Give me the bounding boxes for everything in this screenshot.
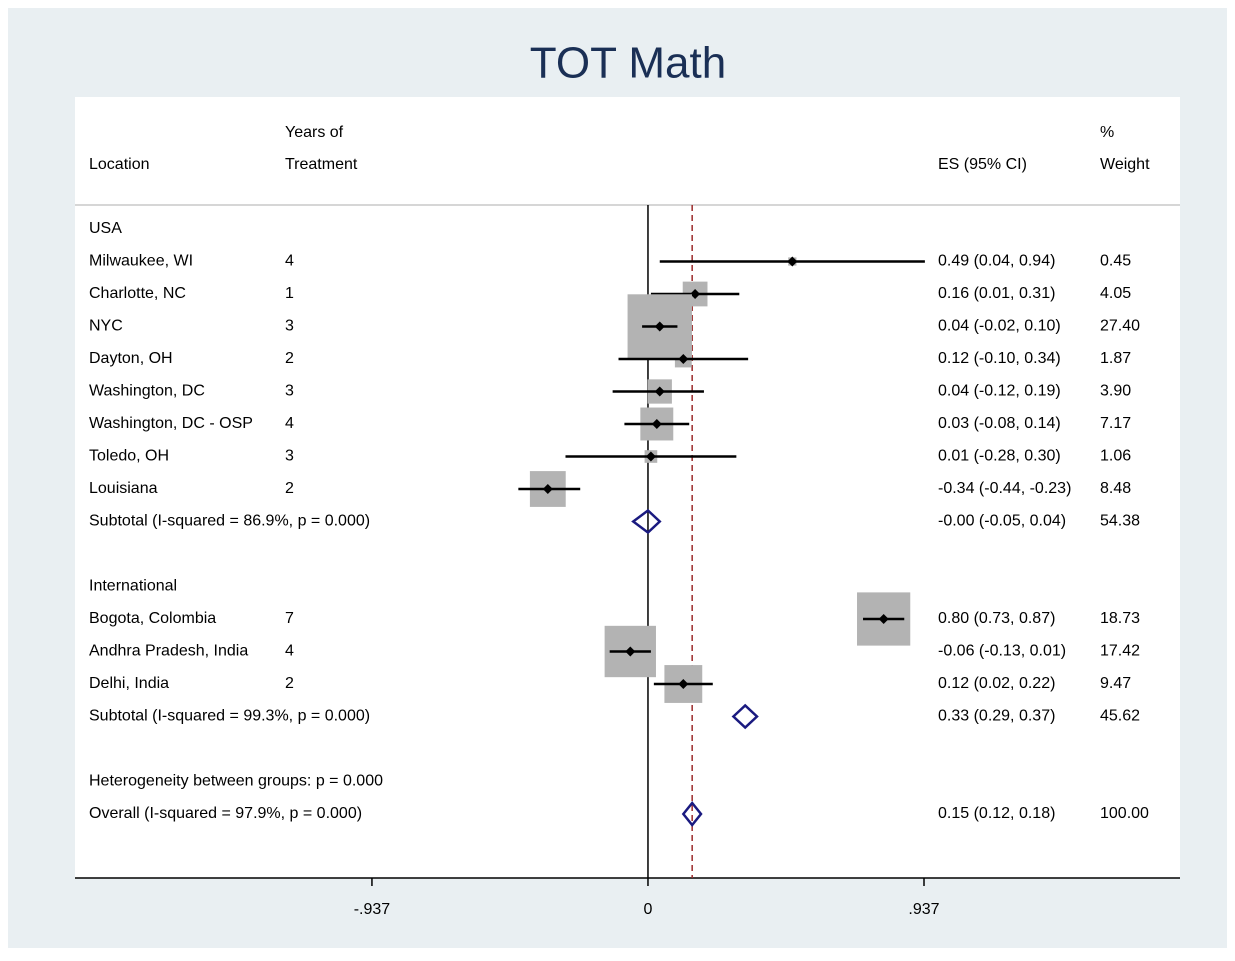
weight-label: 1.06 (1100, 448, 1131, 465)
chart-title: TOT Math (530, 39, 726, 88)
es-ci-label: 0.12 (0.02, 0.22) (938, 675, 1055, 692)
x-tick-label: -.937 (354, 901, 391, 918)
point-estimate (651, 419, 662, 429)
group-label: USA (89, 220, 122, 237)
study-years: 7 (285, 610, 294, 627)
study-location: Washington, DC (89, 383, 205, 400)
study-location: Milwaukee, WI (89, 253, 193, 270)
point-estimate (542, 484, 553, 494)
weight-label: 54.38 (1100, 513, 1140, 530)
plot-area (75, 97, 1180, 878)
column-header: Location (89, 156, 150, 173)
point-estimate (787, 256, 798, 267)
point-estimate (878, 614, 889, 624)
x-tick-label: .937 (908, 901, 939, 918)
weight-label: 9.47 (1100, 675, 1131, 692)
study-years: 2 (285, 350, 294, 367)
weight-label: 7.17 (1100, 415, 1131, 432)
es-ci-label: 0.04 (-0.02, 0.10) (938, 318, 1061, 335)
weight-label: 4.05 (1100, 285, 1131, 302)
point-estimate (645, 451, 656, 462)
point-estimate (678, 354, 689, 364)
es-ci-label: 0.33 (0.29, 0.37) (938, 708, 1055, 725)
study-location: Delhi, India (89, 675, 169, 692)
es-ci-label: 0.15 (0.12, 0.18) (938, 805, 1055, 822)
study-location: Bogota, Colombia (89, 610, 216, 627)
column-header: ES (95% CI) (938, 156, 1027, 173)
study-location: Charlotte, NC (89, 285, 186, 302)
weight-label: 18.73 (1100, 610, 1140, 627)
study-years: 2 (285, 480, 294, 497)
weight-label: 0.45 (1100, 253, 1131, 270)
weight-label: 27.40 (1100, 318, 1140, 335)
study-location: Dayton, OH (89, 350, 173, 367)
es-ci-label: 0.01 (-0.28, 0.30) (938, 448, 1061, 465)
heterogeneity-note: Heterogeneity between groups: p = 0.000 (89, 773, 383, 790)
study-location: Louisiana (89, 480, 158, 497)
weight-label: 8.48 (1100, 480, 1131, 497)
study-location: Andhra Pradesh, India (89, 643, 248, 660)
study-years: 3 (285, 448, 294, 465)
point-estimate (654, 386, 665, 397)
study-location: Washington, DC - OSP (89, 415, 253, 432)
study-years: 2 (285, 675, 294, 692)
column-header: Weight (1100, 156, 1150, 173)
group-label: International (89, 578, 177, 595)
pooled-diamond (731, 703, 759, 730)
weight-label: 1.87 (1100, 350, 1131, 367)
pooled-diamond (631, 508, 662, 535)
study-years: 3 (285, 383, 294, 400)
column-header: Treatment (285, 156, 358, 173)
x-tick-label: 0 (644, 901, 653, 918)
weight-label: 3.90 (1100, 383, 1131, 400)
subtotal-label: Subtotal (I-squared = 99.3%, p = 0.000) (89, 708, 370, 725)
es-ci-label: -0.00 (-0.05, 0.04) (938, 513, 1066, 530)
es-ci-label: -0.34 (-0.44, -0.23) (938, 480, 1071, 497)
subtotal-label: Subtotal (I-squared = 86.9%, p = 0.000) (89, 513, 370, 530)
point-estimate (625, 646, 636, 657)
weight-label: 17.42 (1100, 643, 1140, 660)
point-estimate (690, 289, 701, 299)
weight-label: 45.62 (1100, 708, 1140, 725)
point-estimate (678, 679, 689, 689)
weight-label: 100.00 (1100, 805, 1149, 822)
study-years: 4 (285, 643, 294, 660)
study-location: Toledo, OH (89, 448, 169, 465)
study-years: 4 (285, 253, 294, 270)
study-years: 3 (285, 318, 294, 335)
es-ci-label: 0.12 (-0.10, 0.34) (938, 350, 1061, 367)
es-ci-label: 0.03 (-0.08, 0.14) (938, 415, 1061, 432)
study-location: NYC (89, 318, 123, 335)
es-ci-label: 0.80 (0.73, 0.87) (938, 610, 1055, 627)
es-ci-label: 0.04 (-0.12, 0.19) (938, 383, 1061, 400)
es-ci-label: -0.06 (-0.13, 0.01) (938, 643, 1066, 660)
column-header: % (1100, 124, 1114, 141)
pooled-diamond (681, 801, 703, 827)
es-ci-label: 0.49 (0.04, 0.94) (938, 253, 1055, 270)
column-header: Years of (285, 124, 344, 141)
point-estimate (654, 321, 665, 332)
overall-label: Overall (I-squared = 97.9%, p = 0.000) (89, 805, 362, 822)
study-years: 4 (285, 415, 294, 432)
study-years: 1 (285, 285, 294, 302)
es-ci-label: 0.16 (0.01, 0.31) (938, 285, 1055, 302)
